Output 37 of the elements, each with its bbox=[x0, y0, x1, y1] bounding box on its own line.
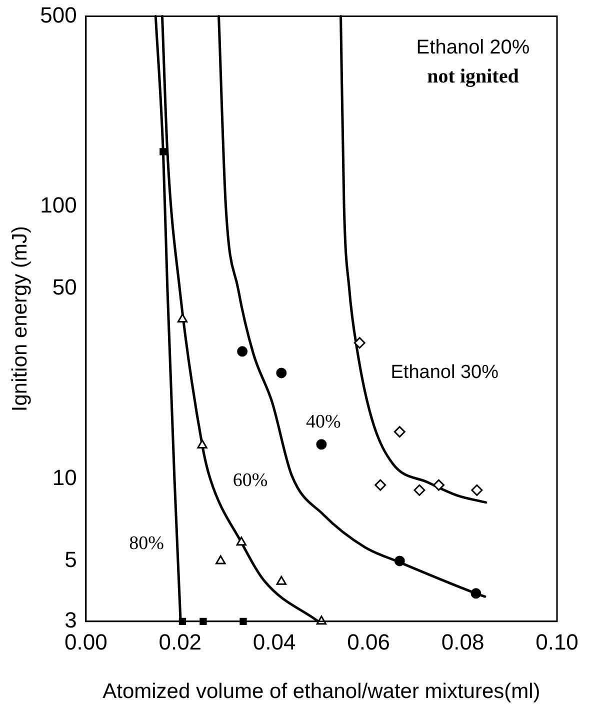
y-tick-label: 10 bbox=[52, 465, 77, 490]
annotation: not ignited bbox=[427, 65, 519, 88]
x-tick-label: 0.08 bbox=[441, 630, 484, 655]
point bbox=[433, 479, 445, 491]
point bbox=[216, 555, 226, 564]
x-tick-label: 0.10 bbox=[536, 630, 578, 655]
point bbox=[374, 479, 386, 491]
point bbox=[160, 148, 167, 156]
series-label: 80% bbox=[129, 532, 164, 554]
y-tick-label: 500 bbox=[40, 2, 77, 28]
point bbox=[354, 337, 366, 349]
y-tick-label: 5 bbox=[64, 547, 77, 572]
point bbox=[197, 439, 208, 448]
point bbox=[414, 484, 426, 496]
point bbox=[394, 556, 405, 566]
x-tick-label: 0.00 bbox=[64, 630, 108, 655]
series-label: 40% bbox=[306, 411, 342, 432]
point bbox=[276, 368, 287, 378]
y-tick-label: 3 bbox=[64, 607, 77, 632]
point bbox=[236, 536, 246, 546]
y-axis-title: Ignition energy (mJ) bbox=[8, 226, 32, 412]
series-label: 60% bbox=[232, 470, 268, 492]
annotation: Ethanol 20% bbox=[416, 36, 530, 59]
point bbox=[471, 484, 483, 496]
y-tick-label: 100 bbox=[40, 192, 77, 218]
series-label: Ethanol 30% bbox=[390, 362, 499, 384]
x-tick-label: 0.04 bbox=[252, 630, 296, 655]
x-tick-label: 0.06 bbox=[347, 630, 390, 655]
point bbox=[394, 426, 406, 438]
y-tick-label: 50 bbox=[52, 274, 77, 300]
x-tick-label: 0.02 bbox=[158, 630, 202, 655]
point bbox=[237, 346, 248, 357]
point bbox=[316, 439, 327, 450]
point bbox=[470, 588, 482, 599]
point bbox=[276, 576, 286, 585]
point bbox=[177, 313, 188, 322]
x-axis-title: Atomized volume of ethanol/water mixtures(ml) bbox=[102, 680, 540, 704]
